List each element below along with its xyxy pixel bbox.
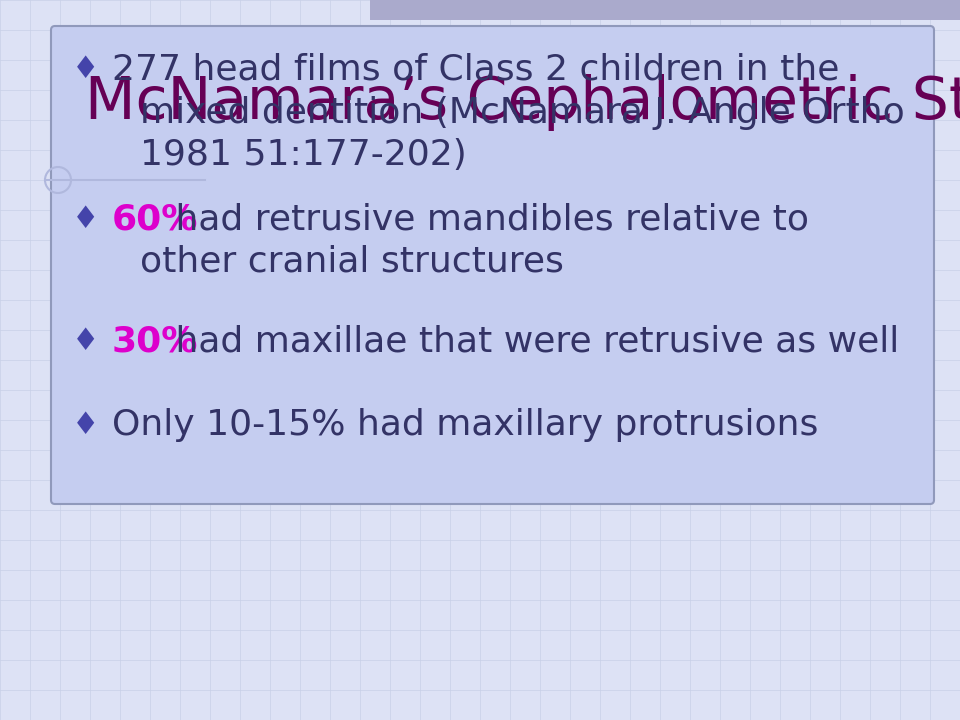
- FancyBboxPatch shape: [51, 36, 934, 169]
- Text: had retrusive mandibles relative to: had retrusive mandibles relative to: [164, 203, 809, 237]
- Text: mixed dentition (McNamara J. Angle Ortho: mixed dentition (McNamara J. Angle Ortho: [140, 96, 904, 130]
- Text: 30%: 30%: [112, 325, 199, 359]
- FancyBboxPatch shape: [51, 26, 934, 504]
- Text: ♦: ♦: [72, 328, 100, 356]
- Text: Only 10-15% had maxillary protrusions: Only 10-15% had maxillary protrusions: [112, 408, 818, 442]
- Text: ♦: ♦: [72, 410, 100, 439]
- Text: had maxillae that were retrusive as well: had maxillae that were retrusive as well: [164, 325, 900, 359]
- Text: 1981 51:177-202): 1981 51:177-202): [140, 138, 467, 172]
- Text: McNamara’s Cephalometric Study: McNamara’s Cephalometric Study: [85, 74, 960, 131]
- Text: 277 head films of Class 2 children in the: 277 head films of Class 2 children in th…: [112, 53, 839, 87]
- Text: ♦: ♦: [72, 205, 100, 235]
- Text: ♦: ♦: [72, 55, 100, 84]
- Text: 60%: 60%: [112, 203, 199, 237]
- Text: other cranial structures: other cranial structures: [140, 245, 564, 279]
- FancyBboxPatch shape: [370, 0, 960, 20]
